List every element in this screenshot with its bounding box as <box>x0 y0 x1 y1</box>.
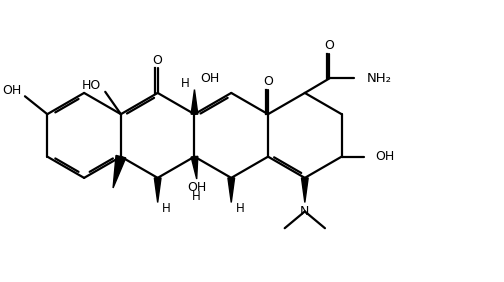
Text: H: H <box>236 202 244 215</box>
Text: OH: OH <box>2 84 21 97</box>
Text: OH: OH <box>375 150 395 163</box>
Polygon shape <box>191 156 198 179</box>
Text: OH: OH <box>200 72 219 85</box>
Polygon shape <box>191 90 198 114</box>
Text: H: H <box>162 202 171 215</box>
Text: HO: HO <box>82 79 101 92</box>
Text: N: N <box>300 205 309 218</box>
Text: O: O <box>153 54 163 67</box>
Text: O: O <box>263 75 273 88</box>
Polygon shape <box>301 178 308 202</box>
Polygon shape <box>113 155 126 188</box>
Text: H: H <box>193 190 201 203</box>
Text: H: H <box>181 78 190 91</box>
Text: O: O <box>325 39 334 52</box>
Text: OH: OH <box>187 181 206 195</box>
Text: NH₂: NH₂ <box>366 72 391 85</box>
Polygon shape <box>228 178 234 202</box>
Polygon shape <box>154 178 161 202</box>
